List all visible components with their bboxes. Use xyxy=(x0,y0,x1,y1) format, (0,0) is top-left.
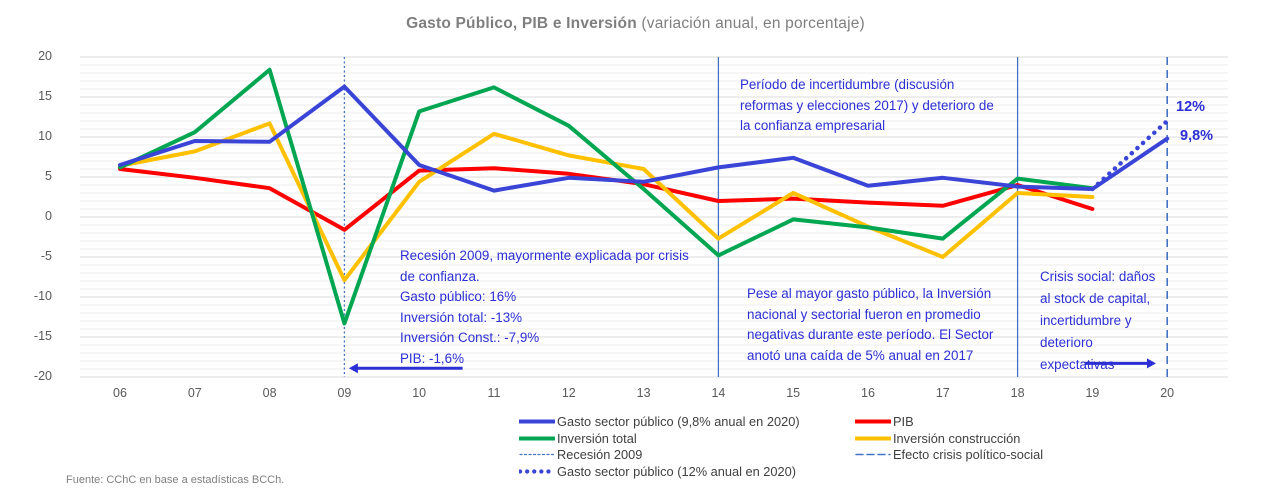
x-tick-label: 17 xyxy=(935,386,950,400)
y-tick-label: 0 xyxy=(45,209,52,223)
annotation-pese-gasto: Pese al mayor gasto público, la Inversió… xyxy=(747,284,993,366)
series-gasto-sector-p-blico-9-8-anual-en-2020- xyxy=(118,84,1170,193)
legend-item: Inversión total xyxy=(519,430,800,447)
annotation-line: Gasto público: 16% xyxy=(400,289,517,304)
x-tick-label: 14 xyxy=(711,386,726,400)
y-tick-label: -10 xyxy=(33,289,52,303)
annotation-line: Recesión 2009, mayormente explicada por … xyxy=(400,248,689,263)
x-tick-label: 20 xyxy=(1160,386,1175,400)
legend-item: Efecto crisis político-social xyxy=(855,447,1043,464)
legend-marker-blue-dotted xyxy=(519,469,555,474)
annotation-line: Período de incertidumbre (discusión xyxy=(740,77,955,92)
chart-title-subtitle: (variación anual, en porcentaje) xyxy=(636,15,865,32)
y-tick-label: 20 xyxy=(38,49,52,63)
annotation-line: PIB: -1,6% xyxy=(400,350,465,366)
legend-item: PIB xyxy=(855,413,1043,430)
legend-label: Inversión construcción xyxy=(893,430,1021,446)
annotation-line: deterioro xyxy=(1040,335,1093,350)
y-tick-label: 15 xyxy=(38,89,52,103)
legend-right-column: PIB Inversión construcción Efecto crisis p… xyxy=(855,413,1043,463)
annotation-line: Inversión total: -13% xyxy=(400,309,523,325)
legend-marker-yellow-solid xyxy=(855,436,891,441)
series-gasto-sector-p-blico-12-anual-en-2020- xyxy=(1090,118,1170,192)
annotation-crisis-social: Crisis social: daños al stock de capital,… xyxy=(1040,266,1155,376)
y-tick-label: -20 xyxy=(33,369,52,383)
annotation-line: anotó una caída de 5% anual en 2017 xyxy=(747,347,974,363)
legend-marker-green-solid xyxy=(519,436,555,441)
annotation-line: al stock de capital, xyxy=(1040,291,1151,306)
x-tick-label: 07 xyxy=(187,386,202,400)
value-label-9-8pct: 9,8% xyxy=(1180,128,1214,144)
x-tick-label: 08 xyxy=(262,386,277,400)
annotation-line: reformas y elecciones 2017) y deterioro … xyxy=(740,97,994,113)
legend-marker-blue-dash-long xyxy=(855,454,891,456)
x-tick-label: 10 xyxy=(412,386,427,400)
chart-title: Gasto Público, PIB e Inversión (variació… xyxy=(0,15,1271,33)
x-tick-label: 13 xyxy=(636,386,651,400)
value-label-12pct: 12% xyxy=(1176,99,1206,115)
legend-label: PIB xyxy=(893,413,914,429)
legend-item: Inversión construcción xyxy=(855,430,1043,447)
x-tick-label: 19 xyxy=(1085,386,1100,400)
legend-item: Gasto sector público (12% anual en 2020) xyxy=(519,463,800,480)
legend-left-column: Gasto sector público (9,8% anual en 2020… xyxy=(519,413,800,480)
legend-item: Recesión 2009 xyxy=(519,447,800,464)
annotation-line: Inversión Const.: -7,9% xyxy=(400,330,540,345)
legend-label: Gasto sector público (9,8% anual en 2020… xyxy=(557,413,800,429)
annotation-line: expectativas xyxy=(1040,357,1115,372)
annotation-line: incertidumbre y xyxy=(1040,313,1132,328)
annotation-line: de confianza. xyxy=(400,268,480,284)
x-tick-label: 11 xyxy=(487,386,501,400)
legend-marker-blue-solid xyxy=(519,419,555,424)
x-tick-label: 06 xyxy=(113,386,127,400)
legend-label: Inversión total xyxy=(557,430,637,446)
x-tick-label: 12 xyxy=(561,386,576,400)
y-tick-label: -15 xyxy=(33,329,52,343)
legend-item: Gasto sector público (9,8% anual en 2020… xyxy=(519,413,800,430)
annotation-recesion-2009: Recesión 2009, mayormente explicada por … xyxy=(400,246,689,369)
x-tick-label: 09 xyxy=(337,386,352,400)
x-tick-label: 18 xyxy=(1010,386,1025,400)
y-tick-label: 10 xyxy=(38,129,52,143)
chart-title-main: Gasto Público, PIB e Inversión xyxy=(406,15,637,32)
y-tick-label: 5 xyxy=(45,169,52,183)
legend-marker-red-solid xyxy=(855,419,891,424)
source-note: Fuente: CChC en base a estadísticas BCCh… xyxy=(66,474,285,486)
series-inversi-n-construcci-n xyxy=(118,121,1095,283)
legend-label: Gasto sector público (12% anual en 2020) xyxy=(557,464,797,480)
annotation-periodo-incertidumbre: Período de incertidumbre (discusión refor… xyxy=(740,75,994,137)
annotation-arrow-head xyxy=(348,363,358,374)
y-tick-label: -5 xyxy=(40,249,52,263)
annotation-line: la confianza empresarial xyxy=(740,118,886,133)
legend-marker-blue-dash-small xyxy=(519,454,555,456)
annotation-line: nacional y sectorial fueron en promedio xyxy=(747,306,981,322)
x-tick-label: 16 xyxy=(861,386,875,400)
annotation-arrow-head xyxy=(1146,358,1156,369)
annotation-line: negativas durante este período. El Secto… xyxy=(747,327,994,342)
annotation-line: Pese al mayor gasto público, la Inversió… xyxy=(747,286,992,301)
series-inversi-n-total xyxy=(118,67,1095,326)
x-tick-label: 15 xyxy=(786,386,801,400)
legend-label: Recesión 2009 xyxy=(557,447,643,463)
legend-label: Efecto crisis político-social xyxy=(893,447,1044,463)
annotation-line: Crisis social: daños xyxy=(1040,269,1156,284)
